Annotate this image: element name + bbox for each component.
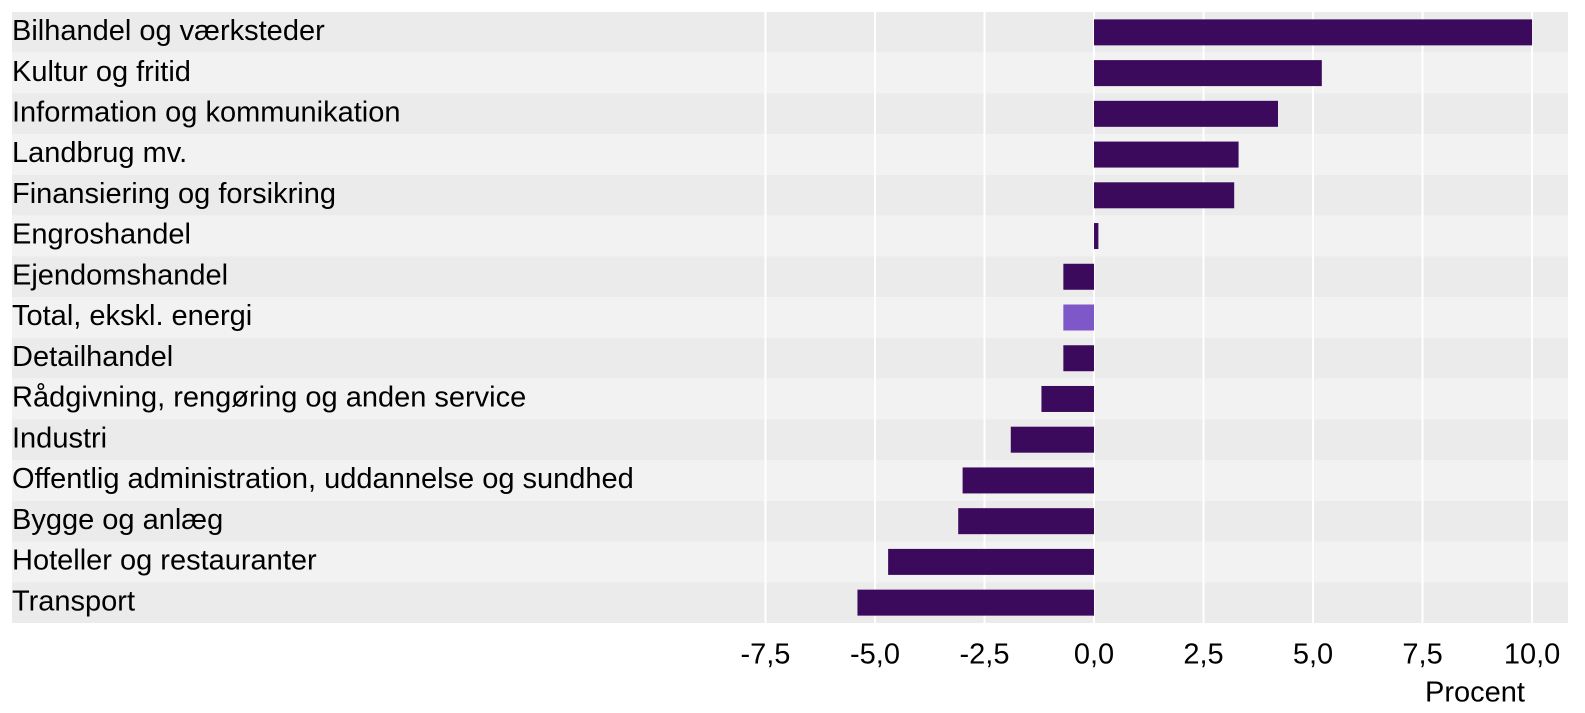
y-tick-label: Engroshandel bbox=[12, 219, 191, 251]
row-band bbox=[12, 52, 1568, 94]
y-tick-label: Offentlig administration, uddannelse og … bbox=[12, 463, 634, 495]
y-tick-label: Industri bbox=[12, 422, 107, 454]
x-tick-label: -2,5 bbox=[960, 639, 1010, 671]
bar bbox=[1094, 182, 1235, 209]
bar bbox=[962, 467, 1095, 494]
x-tick-label: 5,0 bbox=[1293, 639, 1333, 671]
y-tick-label: Landbrug mv. bbox=[12, 137, 187, 169]
row-band bbox=[12, 419, 1568, 461]
bar bbox=[1063, 304, 1095, 331]
row-band bbox=[12, 215, 1568, 257]
x-tick-label: -5,0 bbox=[850, 639, 900, 671]
y-tick-label: Total, ekskl. energi bbox=[12, 300, 252, 332]
x-tick-label: 10,0 bbox=[1504, 639, 1560, 671]
row-band bbox=[12, 378, 1568, 420]
y-tick-label: Bilhandel og værksteder bbox=[12, 15, 325, 47]
bar bbox=[958, 508, 1095, 535]
bar bbox=[1094, 60, 1322, 87]
row-band bbox=[12, 174, 1568, 216]
bar bbox=[888, 548, 1095, 575]
y-tick-label: Information og kommunikation bbox=[12, 96, 400, 128]
bar bbox=[1094, 100, 1279, 127]
y-tick-label: Ejendomshandel bbox=[12, 259, 228, 291]
x-tick-label: 2,5 bbox=[1183, 639, 1223, 671]
bar bbox=[1010, 426, 1095, 453]
row-band bbox=[12, 582, 1568, 623]
y-tick-label: Detailhandel bbox=[12, 341, 173, 373]
y-tick-label: Bygge og anlæg bbox=[12, 504, 223, 536]
row-band bbox=[12, 500, 1568, 542]
x-tick-label: 0,0 bbox=[1074, 639, 1114, 671]
y-tick-label: Rådgivning, rengøring og anden service bbox=[12, 382, 526, 414]
bar bbox=[1041, 385, 1095, 412]
bar bbox=[1094, 141, 1239, 168]
row-band bbox=[12, 297, 1568, 338]
row-band bbox=[12, 256, 1568, 298]
y-tick-label: Finansiering og forsikring bbox=[12, 178, 336, 210]
x-tick-label: -7,5 bbox=[740, 639, 790, 671]
row-band bbox=[12, 93, 1568, 135]
bar bbox=[1063, 345, 1095, 372]
bar bbox=[1094, 223, 1099, 250]
bar bbox=[1063, 263, 1095, 290]
y-tick-label: Kultur og fritid bbox=[12, 56, 191, 88]
x-tick-label: 7,5 bbox=[1402, 639, 1442, 671]
row-band bbox=[12, 460, 1568, 501]
y-tick-label: Hoteller og restauranter bbox=[12, 545, 317, 577]
row-band bbox=[12, 541, 1568, 583]
row-band bbox=[12, 337, 1568, 379]
x-axis-label: Procent bbox=[1425, 677, 1525, 709]
bar bbox=[857, 589, 1095, 616]
bar bbox=[1094, 19, 1533, 46]
row-band bbox=[12, 134, 1568, 175]
y-tick-label: Transport bbox=[12, 585, 135, 617]
